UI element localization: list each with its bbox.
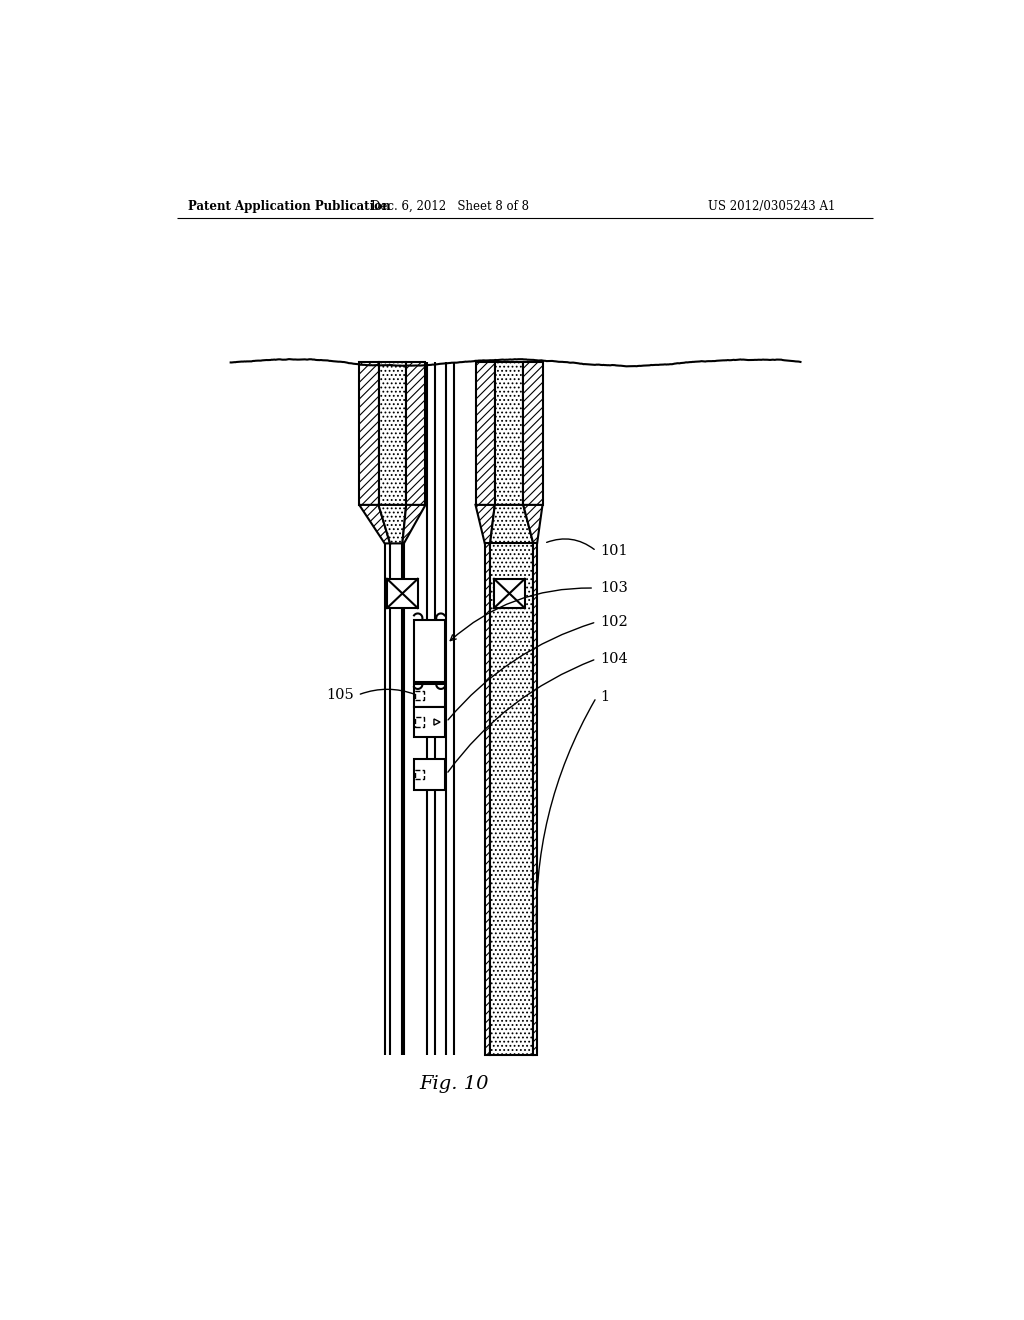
Text: US 2012/0305243 A1: US 2012/0305243 A1 xyxy=(708,199,836,213)
Polygon shape xyxy=(359,506,390,544)
Polygon shape xyxy=(523,506,543,544)
Text: 104: 104 xyxy=(600,652,628,665)
Bar xyxy=(495,363,523,506)
Bar xyxy=(407,363,425,506)
Bar xyxy=(475,363,495,506)
Bar xyxy=(414,684,444,706)
Text: 105: 105 xyxy=(326,688,354,702)
Bar xyxy=(414,706,444,738)
Polygon shape xyxy=(490,506,534,544)
Text: 102: 102 xyxy=(600,615,628,628)
Bar xyxy=(484,544,490,1056)
Bar xyxy=(416,690,424,700)
Bar xyxy=(523,363,543,506)
Bar xyxy=(416,770,424,779)
Bar xyxy=(534,544,538,1056)
Polygon shape xyxy=(402,506,425,544)
Polygon shape xyxy=(379,506,407,544)
Text: Patent Application Publication: Patent Application Publication xyxy=(188,199,391,213)
Text: Fig. 10: Fig. 10 xyxy=(419,1074,488,1093)
Bar xyxy=(414,620,444,682)
Bar xyxy=(490,544,534,1056)
Polygon shape xyxy=(475,506,495,544)
Polygon shape xyxy=(434,719,440,725)
Text: 1: 1 xyxy=(600,690,609,705)
Bar xyxy=(387,579,418,609)
Bar xyxy=(359,363,379,506)
Bar xyxy=(414,759,444,789)
Text: 101: 101 xyxy=(600,544,628,558)
Bar xyxy=(379,363,407,506)
Text: Dec. 6, 2012   Sheet 8 of 8: Dec. 6, 2012 Sheet 8 of 8 xyxy=(371,199,529,213)
Bar xyxy=(416,718,424,726)
Text: 103: 103 xyxy=(600,581,628,595)
Bar xyxy=(494,579,524,609)
